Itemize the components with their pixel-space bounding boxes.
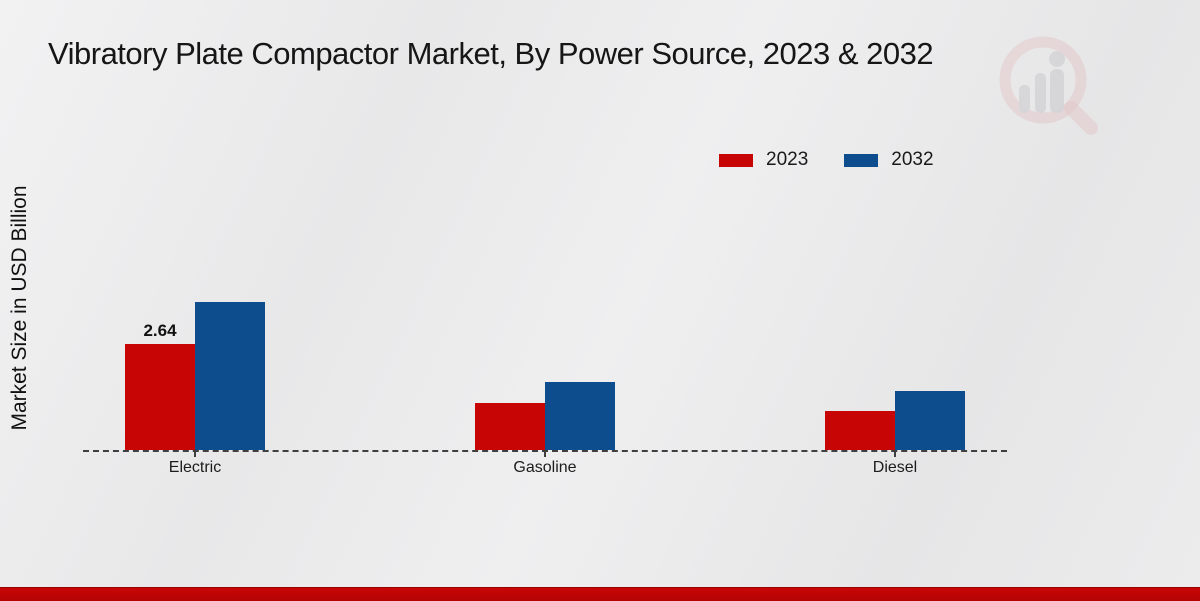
bar-electric-2032 [195, 302, 265, 450]
legend-label-2032: 2032 [891, 149, 934, 170]
x-axis-baseline [83, 450, 1007, 452]
bar-electric-2023 [125, 344, 195, 450]
legend-label-2023: 2023 [766, 149, 809, 170]
legend-item-2023: 2023 [719, 149, 808, 171]
axis-tick-gasoline [544, 452, 546, 457]
category-label-gasoline: Gasoline [513, 459, 577, 476]
axis-tick-electric [194, 452, 196, 457]
legend: 2023 2032 [719, 149, 934, 171]
bar-gasoline-2023 [475, 403, 545, 450]
legend-item-2032: 2032 [844, 149, 934, 171]
bar-gasoline-2032 [545, 382, 615, 450]
category-label-electric: Electric [168, 459, 222, 476]
market-research-magnifier-logo-icon [999, 36, 1098, 135]
axis-tick-diesel [894, 452, 896, 457]
bar-diesel-2023 [825, 411, 895, 450]
legend-swatch-2032-icon [844, 153, 879, 167]
bar-value-label-electric-2023: 2.64 [143, 321, 177, 340]
bar-diesel-2032 [895, 391, 965, 450]
chart-title: Vibratory Plate Compactor Market, By Pow… [48, 36, 934, 71]
category-label-diesel: Diesel [872, 459, 918, 476]
legend-swatch-2023-icon [719, 153, 753, 167]
footer-accent-bar [0, 587, 1200, 601]
